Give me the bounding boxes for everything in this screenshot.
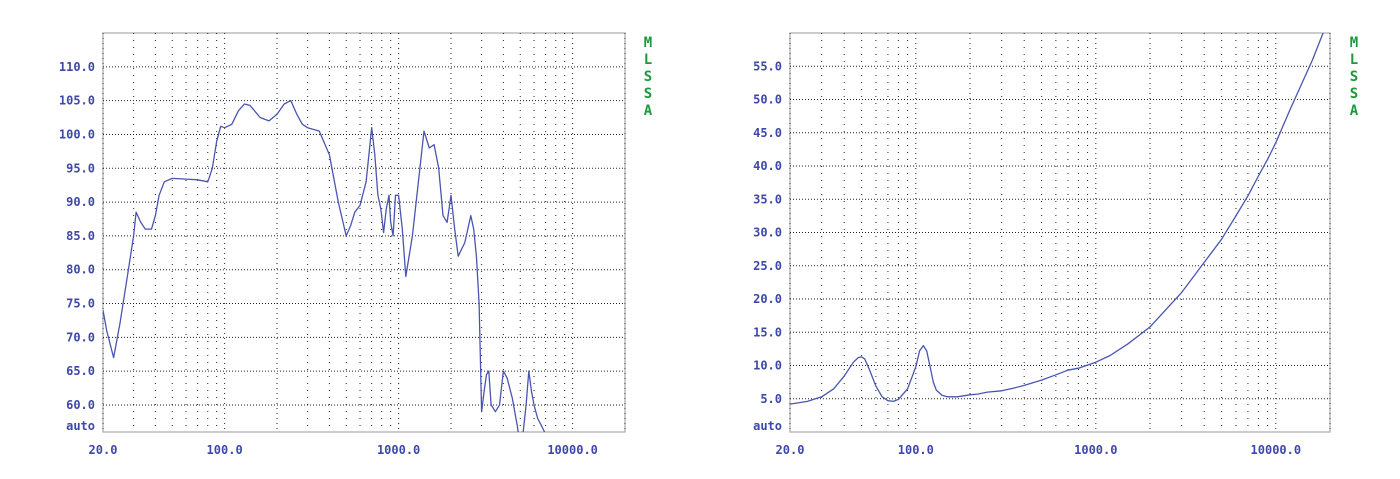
y-tick-label: 65.0	[66, 364, 95, 378]
y-tick-label: 110.0	[59, 60, 95, 74]
x-tick-label: 10000.0	[547, 443, 598, 457]
y-tick-label: 90.0	[66, 195, 95, 209]
x-tick-label: 20.0	[776, 443, 805, 457]
series-line-response	[103, 99, 546, 432]
y-tick-label: 50.0	[753, 93, 782, 107]
y-tick-label: 95.0	[66, 161, 95, 175]
brand-letter: S	[1350, 69, 1358, 85]
brand-letter: A	[644, 103, 653, 119]
x-tick-label: 1000.0	[1074, 443, 1117, 457]
plot-frame	[102, 32, 626, 433]
brand-letter: L	[1350, 52, 1358, 68]
brand-letter: L	[644, 52, 652, 68]
y-auto-label: auto	[753, 419, 782, 433]
y-tick-label: 30.0	[753, 226, 782, 240]
y-tick-label: 40.0	[753, 159, 782, 173]
y-tick-label: 55.0	[753, 59, 782, 73]
y-tick-label: 105.0	[59, 94, 95, 108]
y-tick-label: 80.0	[66, 263, 95, 277]
brand-letter: S	[644, 86, 652, 102]
x-tick-label: 10000.0	[1251, 443, 1302, 457]
brand-letter: M	[1350, 35, 1358, 51]
y-tick-label: 60.0	[66, 398, 95, 412]
chart-2: 5.0 10.0 15.0 20.0 25.0 30.0 35.0 40.0 45.0 50.0 5…	[753, 32, 1359, 457]
y-tick-label: 10.0	[753, 359, 782, 373]
y-tick-label: 75.0	[66, 297, 95, 311]
y-tick-label: 20.0	[753, 292, 782, 306]
y-tick-label: 45.0	[753, 126, 782, 140]
y-tick-label: 100.0	[59, 127, 95, 141]
brand-letter: S	[644, 69, 652, 85]
y-auto-label: auto	[66, 419, 95, 433]
brand-letter: S	[1350, 86, 1358, 102]
series-line-impedance	[790, 33, 1324, 405]
x-tick-label: 100.0	[898, 443, 934, 457]
brand-letter: A	[1350, 103, 1359, 119]
x-tick-label: 1000.0	[377, 443, 420, 457]
x-tick-label: 20.0	[89, 443, 118, 457]
chart-1: 60.0 65.0 70.0 75.0 80.0 85.0 90.0 95.0 100.0 105…	[59, 32, 653, 457]
y-tick-label: 70.0	[66, 330, 95, 344]
brand-letter: M	[644, 35, 652, 51]
y-tick-label: 35.0	[753, 192, 782, 206]
y-tick-label: 15.0	[753, 325, 782, 339]
y-tick-label: 5.0	[760, 392, 782, 406]
y-tick-label: 85.0	[66, 229, 95, 243]
y-tick-label: 25.0	[753, 259, 782, 273]
x-tick-label: 100.0	[207, 443, 243, 457]
